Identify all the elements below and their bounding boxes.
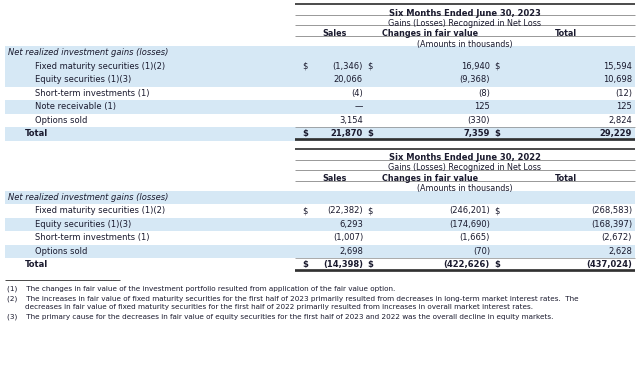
Bar bbox=[5, 46, 635, 60]
Text: (1)    The changes in fair value of the investment portfolio resulted from appli: (1) The changes in fair value of the inv… bbox=[7, 285, 396, 292]
Text: Fixed maturity securities (1)(2): Fixed maturity securities (1)(2) bbox=[35, 206, 165, 215]
Text: Sales: Sales bbox=[323, 30, 347, 39]
Text: $: $ bbox=[303, 206, 308, 215]
Text: (22,382): (22,382) bbox=[328, 206, 363, 215]
Text: (4): (4) bbox=[351, 89, 363, 98]
Text: Fixed maturity securities (1)(2): Fixed maturity securities (1)(2) bbox=[35, 62, 165, 71]
Text: Short-term investments (1): Short-term investments (1) bbox=[35, 233, 150, 242]
Bar bbox=[5, 218, 635, 231]
Text: 10,698: 10,698 bbox=[603, 75, 632, 84]
Text: (174,690): (174,690) bbox=[449, 220, 490, 229]
Text: (3)    The primary cause for the decreases in fair value of equity securities fo: (3) The primary cause for the decreases … bbox=[7, 313, 554, 320]
Text: 125: 125 bbox=[616, 102, 632, 111]
Text: Changes in fair value: Changes in fair value bbox=[382, 30, 478, 39]
Text: (9,368): (9,368) bbox=[460, 75, 490, 84]
Text: Gains (Losses) Recognized in Net Loss: Gains (Losses) Recognized in Net Loss bbox=[388, 163, 541, 172]
Text: (2)    The increases in fair value of fixed maturity securities for the first ha: (2) The increases in fair value of fixed… bbox=[7, 295, 579, 302]
Text: $: $ bbox=[303, 62, 308, 71]
Text: (Amounts in thousands): (Amounts in thousands) bbox=[417, 39, 513, 49]
Text: Gains (Losses) Recognized in Net Loss: Gains (Losses) Recognized in Net Loss bbox=[388, 19, 541, 28]
Text: (8): (8) bbox=[478, 89, 490, 98]
Text: (437,024): (437,024) bbox=[586, 260, 632, 269]
Bar bbox=[5, 244, 635, 258]
Text: —: — bbox=[355, 102, 363, 111]
Text: 2,824: 2,824 bbox=[608, 116, 632, 125]
Text: 2,698: 2,698 bbox=[339, 247, 363, 256]
Text: Changes in fair value: Changes in fair value bbox=[382, 174, 478, 183]
Text: Note receivable (1): Note receivable (1) bbox=[35, 102, 116, 111]
Text: (1,007): (1,007) bbox=[333, 233, 363, 242]
Text: 2,628: 2,628 bbox=[608, 247, 632, 256]
Text: 125: 125 bbox=[474, 102, 490, 111]
Text: $: $ bbox=[367, 62, 373, 71]
Bar bbox=[5, 60, 635, 73]
Text: Options sold: Options sold bbox=[35, 116, 88, 125]
Text: (1,346): (1,346) bbox=[333, 62, 363, 71]
Text: Net realized investment gains (losses): Net realized investment gains (losses) bbox=[8, 193, 168, 202]
Text: (246,201): (246,201) bbox=[449, 206, 490, 215]
Text: Total: Total bbox=[25, 260, 48, 269]
Text: Short-term investments (1): Short-term investments (1) bbox=[35, 89, 150, 98]
Text: Equity securities (1)(3): Equity securities (1)(3) bbox=[35, 220, 131, 229]
Text: (422,626): (422,626) bbox=[444, 260, 490, 269]
Text: (2,672): (2,672) bbox=[602, 233, 632, 242]
Text: $: $ bbox=[494, 129, 500, 138]
Text: 20,066: 20,066 bbox=[334, 75, 363, 84]
Text: (1,665): (1,665) bbox=[460, 233, 490, 242]
Text: $: $ bbox=[302, 260, 308, 269]
Text: 3,154: 3,154 bbox=[339, 116, 363, 125]
Text: $: $ bbox=[367, 260, 373, 269]
Text: Total: Total bbox=[555, 30, 577, 39]
Text: Options sold: Options sold bbox=[35, 247, 88, 256]
Text: (168,397): (168,397) bbox=[591, 220, 632, 229]
Text: Six Months Ended June 30, 2023: Six Months Ended June 30, 2023 bbox=[389, 8, 541, 17]
Text: 7,359: 7,359 bbox=[463, 129, 490, 138]
Text: Sales: Sales bbox=[323, 174, 347, 183]
Text: 15,594: 15,594 bbox=[603, 62, 632, 71]
Bar bbox=[5, 127, 635, 141]
Text: Equity securities (1)(3): Equity securities (1)(3) bbox=[35, 75, 131, 84]
Text: (Amounts in thousands): (Amounts in thousands) bbox=[417, 184, 513, 193]
Text: $: $ bbox=[367, 206, 373, 215]
Text: (268,583): (268,583) bbox=[591, 206, 632, 215]
Text: Net realized investment gains (losses): Net realized investment gains (losses) bbox=[8, 48, 168, 57]
Text: (70): (70) bbox=[473, 247, 490, 256]
Text: (12): (12) bbox=[615, 89, 632, 98]
Bar bbox=[5, 191, 635, 204]
Text: $: $ bbox=[495, 62, 500, 71]
Bar bbox=[5, 100, 635, 113]
Text: decreases in fair value of fixed maturity securities for the first half of 2022 : decreases in fair value of fixed maturit… bbox=[7, 304, 533, 310]
Bar bbox=[5, 73, 635, 86]
Text: $: $ bbox=[495, 206, 500, 215]
Text: 21,870: 21,870 bbox=[331, 129, 363, 138]
Text: $: $ bbox=[302, 129, 308, 138]
Text: Total: Total bbox=[555, 174, 577, 183]
Text: 16,940: 16,940 bbox=[461, 62, 490, 71]
Text: (330): (330) bbox=[467, 116, 490, 125]
Text: Total: Total bbox=[25, 129, 48, 138]
Text: 29,229: 29,229 bbox=[600, 129, 632, 138]
Text: $: $ bbox=[367, 129, 373, 138]
Text: Six Months Ended June 30, 2022: Six Months Ended June 30, 2022 bbox=[389, 153, 541, 162]
Text: $: $ bbox=[494, 260, 500, 269]
Text: 6,293: 6,293 bbox=[339, 220, 363, 229]
Text: (14,398): (14,398) bbox=[323, 260, 363, 269]
